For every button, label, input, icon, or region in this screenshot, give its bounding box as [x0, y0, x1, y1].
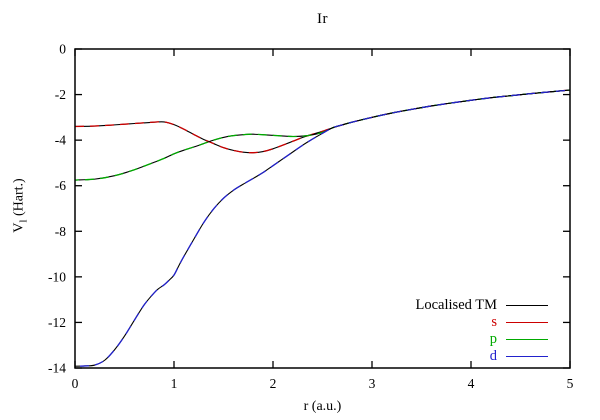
y-tick-label: -14 — [48, 361, 66, 376]
legend-item-localised-tm: Localised TM — [330, 297, 548, 314]
legend-line-sample — [506, 305, 548, 306]
legend-label: s — [491, 314, 497, 330]
x-tick-label: 0 — [72, 376, 79, 391]
y-tick-label: 0 — [59, 42, 66, 57]
legend: Localised TM s p d — [330, 297, 548, 365]
y-tick-label: -10 — [48, 269, 66, 284]
y-tick-label: -6 — [55, 178, 66, 193]
curve-p — [74, 89, 571, 181]
x-tick-label: 5 — [567, 376, 574, 391]
legend-label: p — [489, 331, 497, 347]
x-tick-label: 2 — [270, 376, 277, 391]
y-axis-label-sub: l — [17, 219, 30, 223]
chart-title: Ir — [317, 11, 328, 27]
curve-s — [74, 89, 571, 154]
curve-localised-tm-under-s — [74, 89, 571, 154]
legend-line-sample — [506, 339, 548, 340]
legend-line-sample — [506, 322, 548, 323]
y-tick-label: -4 — [55, 133, 66, 148]
x-tick-label: 4 — [468, 376, 475, 391]
legend-item-d: d — [330, 348, 548, 365]
plot-border — [74, 48, 571, 369]
curve-d — [74, 89, 571, 367]
legend-item-s: s — [330, 314, 548, 331]
legend-line-sample — [506, 356, 548, 357]
legend-label: d — [489, 348, 497, 364]
y-axis-label-rest: (Hart.) — [11, 178, 27, 220]
y-axis-label: Vl (Hart.) — [11, 151, 30, 261]
y-tick-label: -12 — [48, 315, 66, 330]
y-axis-label-base: V — [11, 222, 27, 233]
y-tick-label: -8 — [55, 224, 66, 239]
legend-item-p: p — [330, 331, 548, 348]
legend-label: Localised TM — [415, 297, 497, 313]
curve-localised-tm-under-p — [74, 89, 571, 181]
x-axis-label: r (a.u.) — [303, 399, 342, 414]
y-tick-label: -2 — [55, 87, 66, 102]
x-tick-label: 3 — [369, 376, 376, 391]
x-tick-label: 1 — [171, 376, 178, 391]
